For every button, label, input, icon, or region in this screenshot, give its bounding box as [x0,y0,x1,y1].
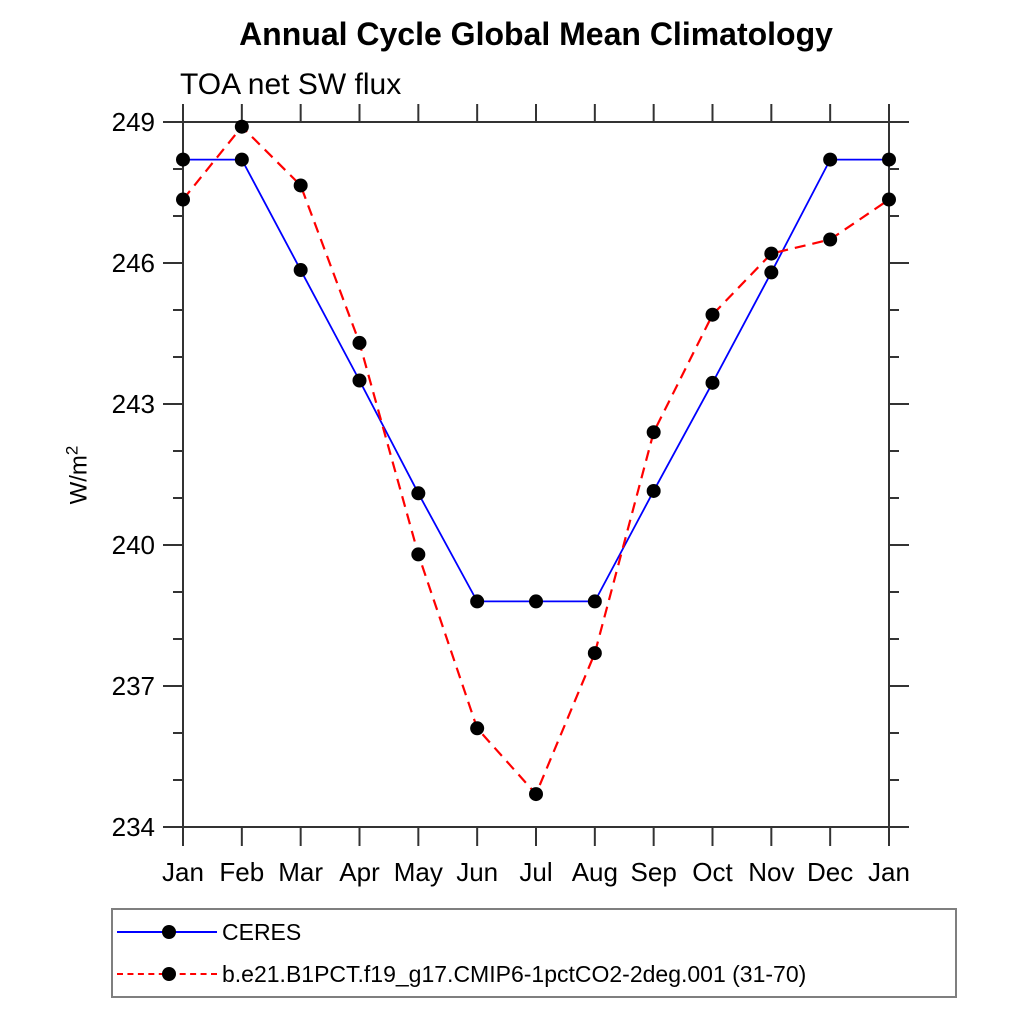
x-tick-label: Jun [456,857,498,887]
x-tick-label: Mar [278,857,323,887]
y-tick-label: 237 [112,671,155,701]
x-tick-label: Aug [572,857,618,887]
marker-dot-icon [162,967,176,981]
data-point-marker [352,373,367,388]
legend-box: CERES b.e21.B1PCT.f19_g17.CMIP6-1pctCO2-… [111,908,957,998]
chart-subtitle: TOA net SW flux [180,68,402,101]
legend-label-ceres: CERES [222,918,302,945]
data-point-marker [882,192,896,207]
x-tick-label: Jan [868,857,910,887]
data-point-marker [587,594,602,609]
series-line-0 [183,158,889,603]
data-point-marker [234,152,249,167]
x-tick-label: Sep [631,857,677,887]
legend-label-model: b.e21.B1PCT.f19_g17.CMIP6-1pctCO2-2deg.0… [222,960,807,987]
data-point-marker [764,265,779,280]
y-tick-label: 246 [112,248,155,278]
chart-title: Annual Cycle Global Mean Climatology [239,16,833,52]
data-point-marker [293,263,308,278]
series-line-1 [182,125,890,797]
data-point-marker [293,178,308,193]
data-point-marker [234,119,249,134]
y-tick-label: 249 [112,107,155,137]
data-point-marker [176,192,190,207]
data-point-marker [352,335,367,350]
data-point-marker [764,246,779,261]
data-point-marker [529,594,543,609]
marker-dot-icon [162,925,176,939]
x-tick-label: May [394,857,443,887]
y-tick-label: 240 [112,530,155,560]
data-point-marker [705,307,720,322]
data-point-marker [176,152,190,167]
legend-item-ceres: CERES [117,915,955,949]
data-point-marker [882,152,896,167]
data-point-marker [587,646,602,661]
x-tick-label: Oct [692,857,733,887]
data-point-marker [529,787,543,802]
data-point-marker [823,232,838,247]
x-tick-label: Dec [807,857,853,887]
x-tick-label: Jul [519,857,552,887]
x-tick-label: Nov [748,857,794,887]
data-point-marker [646,483,661,498]
data-point-marker [411,547,426,562]
x-tick-label: Apr [339,857,380,887]
data-point-marker [705,375,720,390]
legend-item-model: b.e21.B1PCT.f19_g17.CMIP6-1pctCO2-2deg.0… [117,957,955,991]
data-point-marker [823,152,838,167]
data-point-marker [411,486,426,501]
y-tick-label: 234 [112,812,155,842]
data-point-marker [470,721,485,736]
x-tick-label: Feb [219,857,264,887]
y-tick-label: 243 [112,389,155,419]
legend-swatch-ceres [117,925,217,939]
legend-swatch-model [117,967,217,981]
plot-frame [182,121,890,828]
x-tick-label: Jan [162,857,204,887]
data-point-marker [646,425,661,440]
data-point-marker [470,594,485,609]
